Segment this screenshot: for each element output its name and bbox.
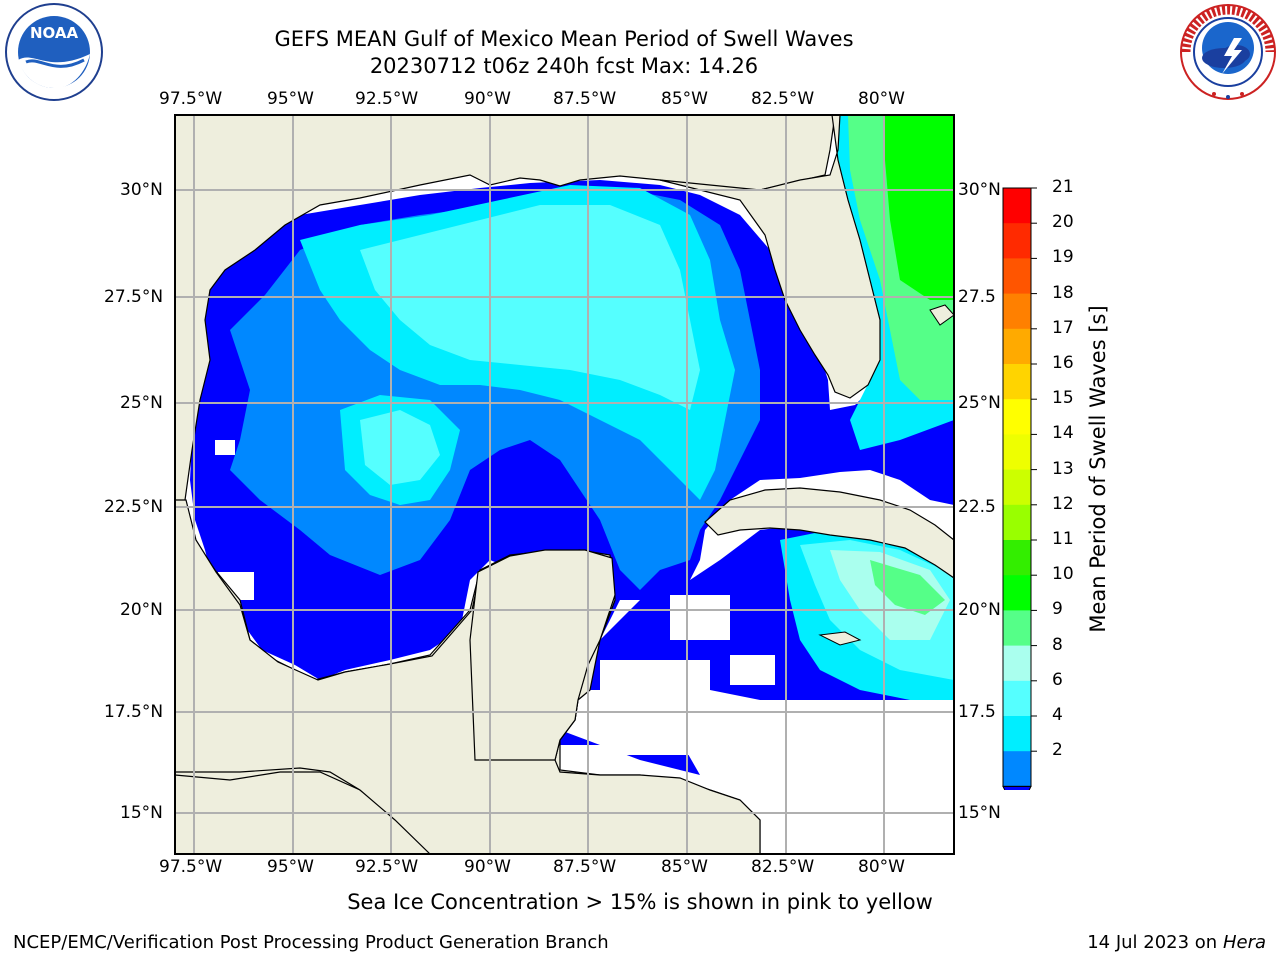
lat-label-right: 15°N: [958, 803, 1001, 823]
lat-label-left: 30°N: [120, 180, 163, 200]
lat-label-left: 17.5°N: [104, 702, 164, 722]
lat-label-right: 17.5: [958, 702, 996, 722]
noaa-logo-text: NOAA: [30, 24, 79, 42]
lon-label-bottom: 97.5°W: [159, 857, 223, 877]
colorbar-tick-label: 13: [1052, 458, 1074, 479]
colorbar-band: [1003, 504, 1031, 541]
lon-label-bottom: 82.5°W: [751, 857, 815, 877]
colorbar-tick-label: 6: [1052, 669, 1063, 690]
lat-label-left: 20°N: [120, 600, 163, 620]
land-florida: [659, 115, 954, 399]
colorbar-frame: [1002, 187, 1032, 787]
colorbar-tick-label: 19: [1052, 247, 1074, 268]
lon-label-top: 87.5°W: [553, 89, 617, 109]
lon-label-top: 82.5°W: [751, 89, 815, 109]
colorbar-label: Mean Period of Swell Waves [s]: [1086, 305, 1110, 633]
land-bahamas: [929, 304, 954, 326]
colorbar-tick-label: 17: [1052, 317, 1074, 338]
colorbar-tick-label: 21: [1052, 177, 1074, 197]
no-data-patch: [730, 655, 775, 685]
lat-label-right: 22.5: [958, 497, 996, 517]
colorbar-band: [1003, 399, 1031, 435]
no-data-patch: [670, 595, 730, 640]
lon-label-top: 95°W: [267, 89, 314, 109]
colorbar-tick-label: 14: [1052, 423, 1074, 444]
colorbar-band: [1003, 575, 1031, 611]
footer-date-row: 14 Jul 2023 on Hera: [1087, 932, 1266, 953]
colorbar-tick-label: 10: [1052, 564, 1074, 585]
sea-ice-note-row: Sea Ice Concentration > 15% is shown in …: [0, 890, 1280, 914]
lon-label-top: 85°W: [661, 89, 708, 109]
land-jamaica: [818, 631, 862, 646]
colorbar-band: [1003, 716, 1031, 752]
colorbar-tick-label: 8: [1052, 634, 1063, 655]
lon-label-bottom: 95°W: [267, 857, 314, 877]
colorbar-tick-label: 2: [1052, 740, 1063, 761]
lon-label-bottom: 90°W: [464, 857, 511, 877]
colorbar: [1002, 187, 1037, 790]
colorbar-band: [1003, 469, 1031, 506]
no-data-patch: [860, 700, 954, 850]
sea-ice-note: Sea Ice Concentration > 15% is shown in …: [347, 890, 933, 914]
colorbar-band: [1003, 680, 1031, 717]
lat-label-left: 22.5°N: [104, 497, 164, 517]
noaa-logo: NOAA: [5, 3, 103, 101]
colorbar-band: [1003, 434, 1031, 471]
colorbar-tick-label: 4: [1052, 705, 1063, 725]
colorbar-band: [1003, 258, 1031, 295]
lon-label-bottom: 87.5°W: [553, 857, 617, 877]
footer-branch: NCEP/EMC/Verification Post Processing Pr…: [13, 932, 609, 953]
colorbar-band: [1003, 223, 1031, 259]
lat-label-left: 15°N: [120, 803, 163, 823]
lon-label-bottom: 92.5°W: [355, 857, 419, 877]
colorbar-band: [1003, 540, 1031, 576]
chart-title: GEFS MEAN Gulf of Mexico Mean Period of …: [274, 27, 854, 51]
lat-label-left: 27.5°N: [104, 287, 164, 307]
lon-label-bottom: 85°W: [661, 857, 708, 877]
lon-label-top: 90°W: [464, 89, 511, 109]
colorbar-band: [1003, 364, 1031, 400]
swell-field-11-12s: [885, 115, 954, 300]
colorbar-tick-label: 15: [1052, 388, 1074, 409]
map-frame: [174, 114, 955, 855]
colorbar-band: [1003, 188, 1031, 224]
swell-field-10-11s: [870, 560, 945, 615]
colorbar-band: [1003, 328, 1031, 365]
lat-label-left: 25°N: [120, 393, 163, 413]
colorbar-tick-label: 16: [1052, 353, 1074, 373]
nws-logo: [1180, 4, 1276, 100]
colorbar-tick-label: 18: [1052, 282, 1074, 303]
no-data-patch: [215, 440, 235, 455]
lat-label-right: 30°N: [958, 180, 1001, 200]
colorbar-band: [1003, 610, 1031, 647]
lon-label-top: 80°W: [858, 89, 905, 109]
colorbar-tick-label: 11: [1052, 529, 1074, 549]
swell-field-8-9s: [360, 205, 700, 410]
land-cuba: [704, 487, 954, 579]
lon-label-bottom: 80°W: [858, 857, 905, 877]
no-data-patch: [600, 660, 710, 755]
colorbar-band: [1003, 645, 1031, 682]
colorbar-tick-label: 9: [1052, 599, 1063, 620]
footer-host: Hera: [1222, 932, 1266, 953]
lon-label-top: 97.5°W: [159, 89, 223, 109]
colorbar-extend-triangle: [1002, 785, 1032, 790]
colorbar-tick-label: 20: [1052, 212, 1074, 233]
colorbar-tick-label: 12: [1052, 493, 1074, 514]
lat-label-right: 25°N: [958, 393, 1001, 413]
swell-field-8-9s: [360, 410, 440, 485]
graticule: [175, 115, 954, 854]
footer-date: 14 Jul 2023 on: [1087, 932, 1223, 953]
colorbar-band: [1003, 751, 1031, 787]
lat-label-right: 27.5: [958, 287, 996, 307]
chart-subtitle: 20230712 t06z 240h fcst Max: 14.26: [369, 54, 759, 78]
colorbar-band: [1003, 293, 1031, 330]
lat-label-right: 20°N: [958, 600, 1001, 620]
lon-label-top: 92.5°W: [355, 89, 419, 109]
